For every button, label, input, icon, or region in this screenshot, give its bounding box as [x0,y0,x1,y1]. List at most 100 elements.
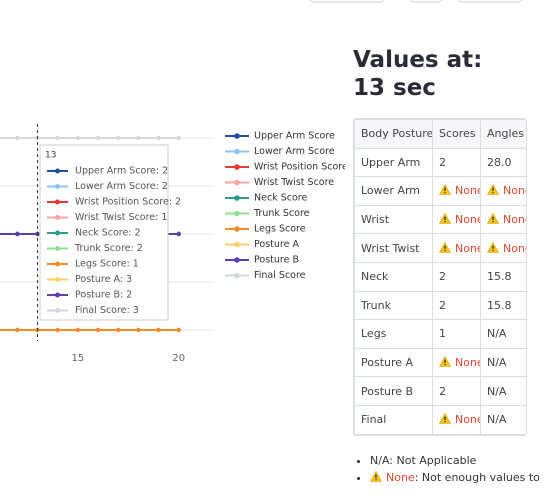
x-tick-label: 15 [71,353,84,364]
tooltip-swatch-dot [55,292,60,298]
warning-icon [439,241,451,253]
series-point [156,327,161,333]
legend-swatch-dot [234,226,240,232]
table-cell: Neck [354,261,433,292]
legend-label: Trunk Score [253,208,310,219]
legend-label: Wrist Position Score [254,162,345,173]
table-cell: Trunk [354,290,433,321]
table-row: Wrist Twist None None [354,233,526,263]
table-cell: None [432,404,481,435]
table-cell: Lower Arm [354,176,433,206]
tooltip-swatch-dot [55,215,60,220]
note-term: None [386,471,415,484]
tooltip-swatch-dot [55,246,60,251]
table-cell: 15.8 [480,290,526,321]
table-cell: Legs [354,319,433,349]
heading: Values at: 13 sec [353,47,483,101]
table-row: Lower Arm None None [354,176,526,206]
series-point [136,327,141,333]
legend-label: Lower Arm Score [254,146,335,157]
cell-text: None [503,213,526,227]
table-cell: 2 [432,261,481,292]
table-cell: 28.0 [480,147,526,178]
tooltip-swatch-dot [55,199,60,205]
series-point [116,135,121,141]
cell-text: None [455,413,480,427]
legend-label: Final Score [254,270,306,281]
series-point [15,231,20,237]
warning-icon [487,213,499,224]
table-cell: None [480,176,526,206]
note-term: N/A [370,454,390,467]
toolbar-button[interactable] [409,0,443,3]
table-container: Body Posture Scores Angles Upper Arm 2 28.0 L… [353,118,527,436]
notes: N/A: Not ApplicableNone: Not enough valu… [356,452,554,486]
table-row: Posture B 2 N/A [354,376,526,406]
warning-icon [439,184,451,196]
legend-label: Posture A [254,239,299,250]
tooltip-item: Neck Score: 2 [75,228,141,239]
tooltip-swatch-dot [55,184,60,189]
table-cell: None [432,176,481,206]
tooltip-swatch-dot [55,168,60,174]
table-cell: N/A [480,376,526,406]
tooltip-item: Legs Score: 1 [75,259,139,270]
series-point [136,135,141,141]
tooltip-item: Lower Arm Score: 2 [75,181,168,192]
legend-swatch-dot [234,179,240,186]
legend-swatch-dot [234,241,240,248]
legend-label: Posture B [254,255,299,266]
table-cell: Final [354,404,433,435]
tooltip-swatch-dot [55,277,60,282]
warning-icon [370,471,382,482]
series-point [95,327,101,333]
table-cell: N/A [480,347,526,378]
legend-swatch-dot [234,133,240,139]
table-cell: None [432,347,481,378]
table-row: Neck 2 15.8 [354,261,526,292]
series-point [176,327,181,333]
legend-label: Upper Arm Score [254,131,335,142]
cell-text: None [455,213,480,227]
warning-icon [439,413,451,425]
warning-icon [487,241,499,253]
tooltip-item: Trunk Score: 2 [74,243,143,254]
table-cell: Wrist Twist [354,233,433,263]
column-header: Scores [432,119,481,149]
table-row: Posture A NoneN/A [354,347,526,378]
toolbar [309,0,523,3]
table-row: Upper Arm 2 28.0 [354,147,526,178]
toolbar-button[interactable] [457,0,523,3]
table-header: Body Posture Scores Angles [354,119,526,149]
legend-swatch-dot [234,210,240,217]
cell-text: None [455,184,480,198]
series-point [15,135,20,141]
table-cell: N/A [480,319,526,349]
tooltip-item: Posture A: 3 [75,274,132,285]
warning-icon [487,184,499,196]
legend-label: Legs Score [254,224,306,235]
series-point [75,135,81,141]
table-cell: 1 [432,319,481,349]
tooltip-item: Upper Arm Score: 2 [75,166,168,177]
table-row: Trunk 2 15.8 [354,290,526,321]
table-cell: None [480,233,526,263]
series-point [55,327,60,333]
table-cell: 2 [432,290,481,321]
tooltip-swatch-dot [55,230,60,236]
table-cell: None [480,204,526,235]
values-table: Body Posture Scores Angles Upper Arm 2 28.0 L… [354,119,526,435]
table-cell: N/A [480,404,526,435]
toolbar-button[interactable] [309,0,385,3]
table-row: Wrist None None [354,204,526,235]
table-cell: Upper Arm [354,147,433,178]
chart: 15 20 13 Upper Arm Score: 2 Lower Arm Score:… [0,124,345,364]
tooltip-swatch-dot [55,308,60,313]
table-row: Legs 1 N/A [354,319,526,349]
warning-icon [439,213,451,224]
column-header: Body Posture [354,119,433,149]
series-point [116,327,121,333]
tooltip-item: Wrist Position Score: 2 [75,197,181,208]
legend-swatch-dot [234,164,240,170]
